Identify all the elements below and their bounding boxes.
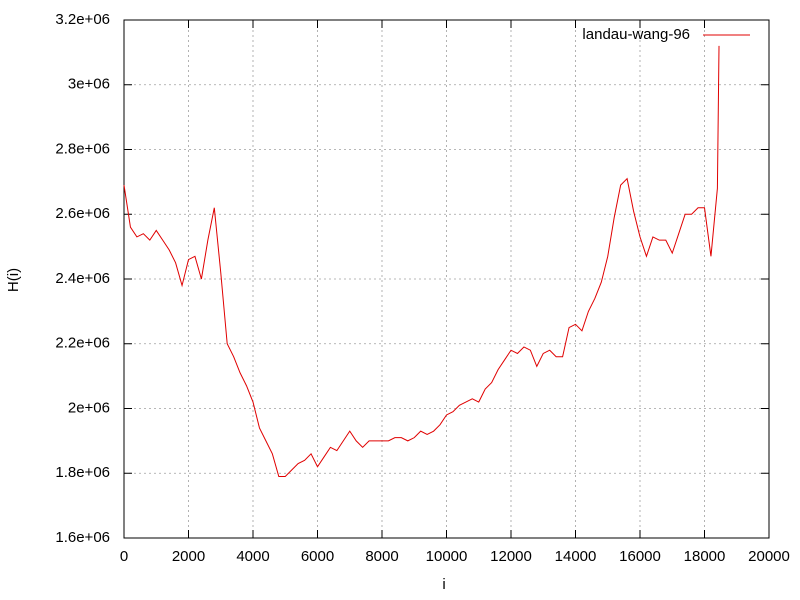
y-tick-label: 1.8e+06: [55, 464, 110, 481]
y-tick-label: 2e+06: [68, 399, 110, 416]
x-tick-label: 8000: [365, 548, 398, 565]
x-tick-label: 12000: [490, 548, 532, 565]
x-tick-label: 20000: [748, 548, 790, 565]
plot-border: [123, 19, 770, 539]
x-tick-label: 14000: [555, 548, 597, 565]
series-line: [123, 45, 720, 477]
y-axis-label: H(i): [5, 268, 22, 292]
y-tick-label: 2.4e+06: [55, 270, 110, 287]
x-tick-label: 18000: [684, 548, 726, 565]
y-tick-label: 1.6e+06: [55, 529, 110, 546]
y-tick-label: 2.8e+06: [55, 140, 110, 157]
x-tick-label: 10000: [426, 548, 468, 565]
x-tick-label: 0: [120, 548, 128, 565]
y-tick-label: 2.2e+06: [55, 335, 110, 352]
x-axis-label: i: [442, 576, 445, 593]
x-tick-label: 6000: [301, 548, 334, 565]
legend-label: landau-wang-96: [582, 26, 690, 43]
y-tick-label: 3.2e+06: [55, 11, 110, 28]
y-tick-label: 2.6e+06: [55, 205, 110, 222]
y-tick-label: 3e+06: [68, 76, 110, 93]
x-tick-label: 2000: [172, 548, 205, 565]
x-tick-label: 4000: [236, 548, 269, 565]
x-tick-label: 16000: [619, 548, 661, 565]
